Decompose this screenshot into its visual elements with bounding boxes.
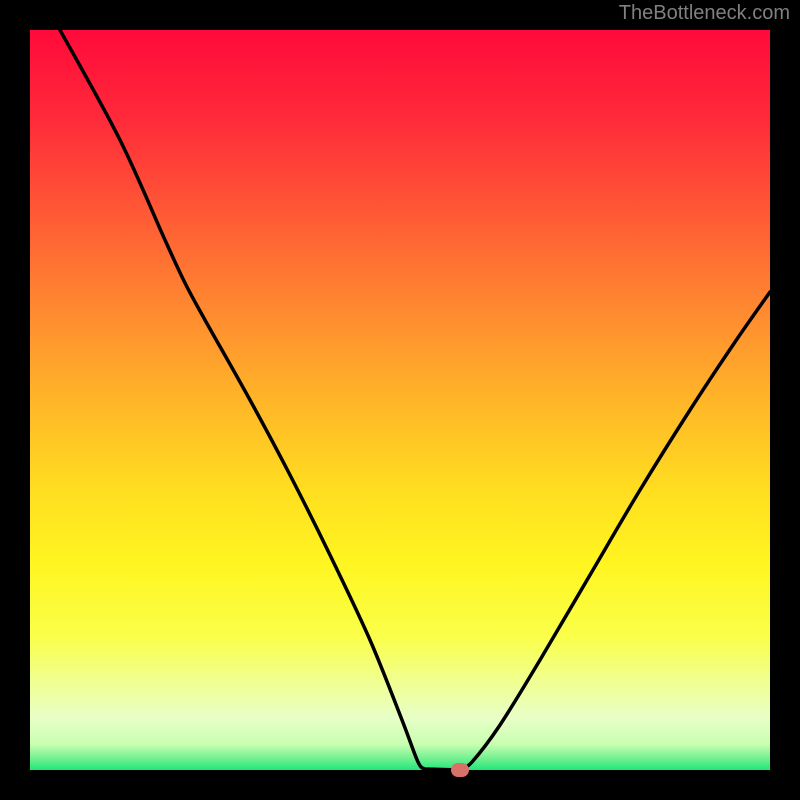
minimum-marker-dot [451, 763, 469, 777]
bottleneck-curve [30, 30, 770, 770]
watermark-text: TheBottleneck.com [619, 2, 790, 25]
plot-area [30, 30, 770, 770]
